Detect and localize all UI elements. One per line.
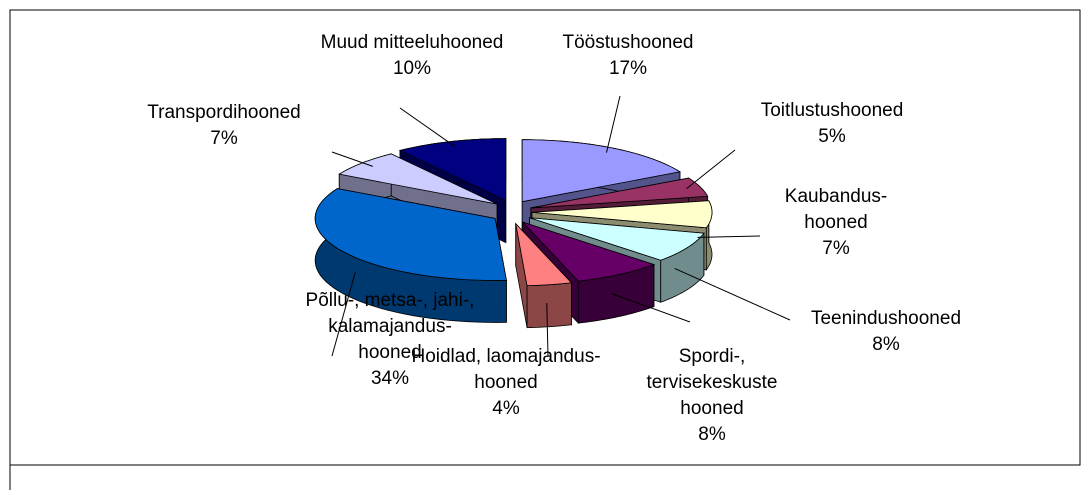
label-line: hooned (804, 212, 867, 233)
frame (9, 9, 1081, 466)
slice-label: Põllu-, metsa-, jahi-, kalamajandus-hoone… (306, 290, 475, 363)
value-label: 5% (818, 126, 846, 147)
value-label: 10% (393, 58, 431, 79)
value-label: 17% (609, 58, 647, 79)
leader-line (697, 235, 761, 238)
leader-line (674, 267, 791, 321)
label-line: Toitlustushooned (761, 100, 904, 121)
label-line: Teenindushooned (811, 308, 961, 329)
label-line: Tööstushooned (563, 32, 694, 53)
slice-outer-wall (526, 282, 572, 329)
slice (314, 188, 507, 281)
value-label: 4% (492, 398, 520, 419)
label-line: Transpordihooned (147, 102, 301, 123)
slice (515, 222, 573, 287)
leader-line (399, 107, 455, 147)
slice (521, 139, 682, 203)
label-line: Muud mitteeluhooned (321, 32, 504, 53)
leader-line (686, 149, 736, 190)
value-label: 7% (210, 128, 238, 149)
slice-label: Teenindushooned (811, 308, 961, 329)
label-line: hooned (358, 342, 421, 363)
label-line: Põllu-, metsa-, jahi-, (306, 290, 475, 311)
value-label: 34% (371, 368, 409, 389)
label-line: Kaubandus- (785, 186, 887, 207)
leader-line (331, 272, 356, 357)
slice (398, 138, 507, 202)
leader-line (605, 95, 621, 153)
label-line: Hoidlad, laomajandus- (411, 346, 600, 367)
value-label: 8% (872, 334, 900, 355)
leader-line (546, 302, 549, 357)
slice (522, 221, 656, 282)
slice (531, 200, 713, 229)
slice-group (515, 222, 573, 329)
leader-line (611, 293, 691, 323)
label-line: hooned (474, 372, 537, 393)
slice-label: Toitlustushooned (761, 100, 904, 121)
slice-label: Hoidlad, laomajandus-hooned (411, 346, 600, 393)
label-line: hooned (680, 398, 743, 419)
label-line: kalamajandus- (328, 316, 452, 337)
slice-label: Transpordihooned (147, 102, 301, 123)
slice-label: Spordi-, tervisekeskuste hooned (647, 346, 778, 419)
slice-label: Tööstushooned (563, 32, 694, 53)
slice-label: Muud mitteeluhooned (321, 32, 504, 53)
label-line: Spordi-, (679, 346, 746, 367)
slice-label: Kaubandus-hooned (785, 186, 887, 233)
leader-line (331, 151, 373, 167)
value-label: 7% (822, 238, 850, 259)
value-label: 8% (698, 424, 726, 445)
label-line: tervisekeskuste (647, 372, 778, 393)
slice-group (314, 187, 507, 323)
slice (530, 177, 709, 209)
